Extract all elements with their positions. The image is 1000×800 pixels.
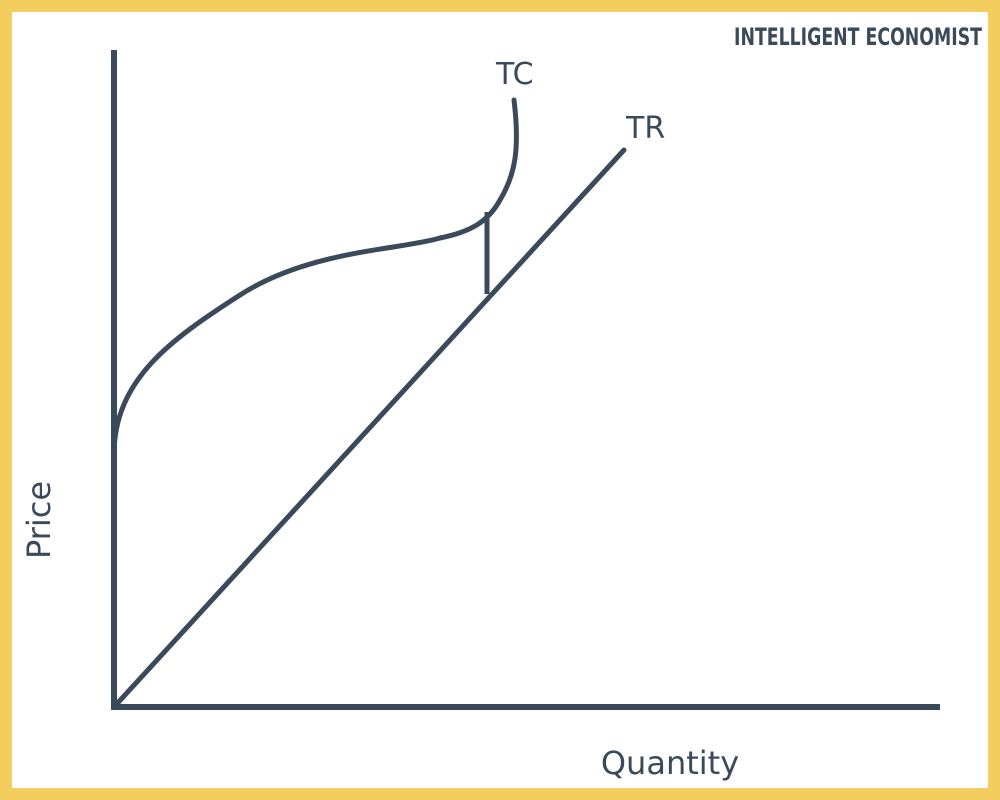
tr-line bbox=[111, 147, 627, 710]
x-axis-label: Quantity bbox=[601, 744, 739, 782]
tc-curve bbox=[111, 97, 519, 458]
brand-logo: INTELLIGENT ECONOMIST bbox=[734, 23, 982, 51]
series-label-tc: TC bbox=[495, 57, 534, 92]
series-label-tr: TR bbox=[625, 111, 665, 146]
y-axis-label: Price bbox=[20, 481, 58, 559]
